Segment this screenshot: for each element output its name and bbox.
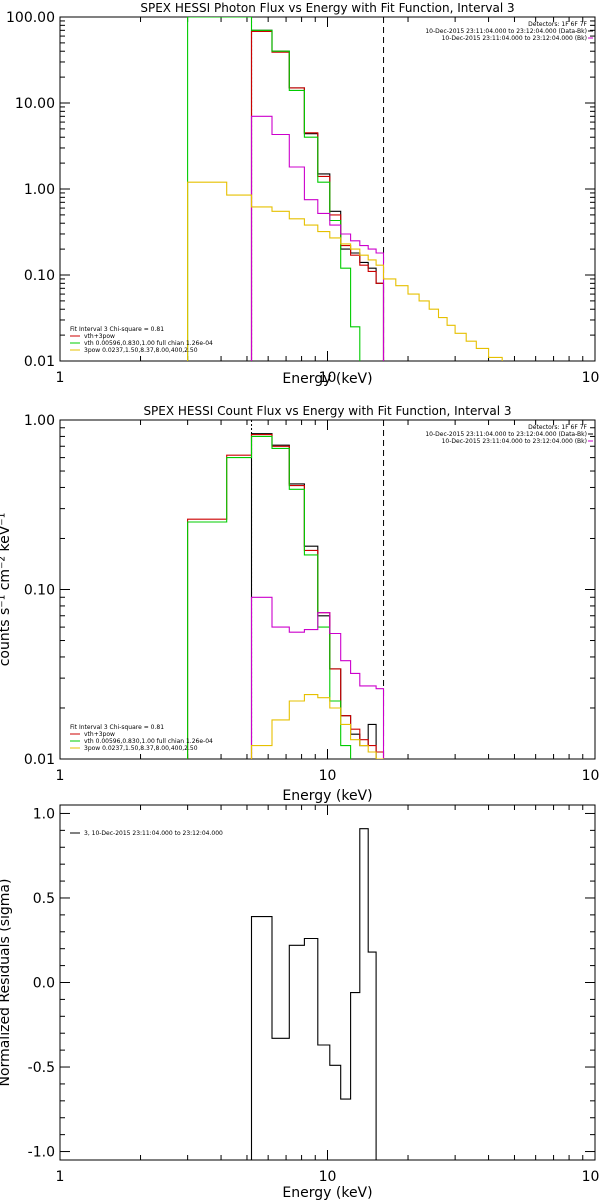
- header-text: 10-Dec-2015 23:11:04.000 to 23:12:04.000…: [425, 28, 587, 35]
- series-line-2: [187, 434, 385, 759]
- series-line-3: [187, 435, 352, 759]
- plot-frame: [59, 804, 596, 1161]
- x-tick-label: 100: [582, 1169, 600, 1185]
- x-tick-label: 1: [56, 370, 65, 386]
- series-line-2: [250, 30, 385, 361]
- header-text: 10-Dec-2015 23:11:04.000 to 23:12:04.000…: [442, 35, 587, 42]
- legend-entry: Fit Interval 3 Chi-square = 0.81: [70, 326, 164, 333]
- y-axis: 0.01 0.10 1.00 counts s⁻¹ cm⁻² keV⁻¹: [0, 413, 595, 768]
- series-line-3: [187, 17, 361, 361]
- plot-frame: [59, 419, 596, 760]
- x-tick-label: 100: [582, 370, 600, 386]
- chart-title: SPEX HESSI Photon Flux vs Energy with Fi…: [140, 1, 514, 15]
- legend-entry: vth 0.00596,0.830,1.00 full chian 1.26e-…: [84, 340, 213, 347]
- y-tick-label: 10.00: [15, 96, 55, 112]
- y-tick-label: 0.0: [33, 976, 55, 992]
- chart-panel-1: SPEX HESSI Photon Flux vs Energy with Fi…: [6, 1, 600, 387]
- y-axis: 0.01 0.10 1.00 10.00 100.00: [6, 10, 595, 370]
- x-axis: 1 10 100 Energy (keV): [56, 420, 600, 804]
- y-tick-label: -0.5: [28, 1060, 55, 1076]
- x-tick-label: 10: [319, 768, 337, 784]
- chart-panel-3: 1 10 100 Energy (keV) -1.0 -0.5 0.0 0.5 1.0 Norma…: [0, 804, 600, 1200]
- y-tick-label: 1.0: [33, 806, 55, 822]
- legend-entry: 3pow 0.0237,1.50,8.37,8.00,400,2.50: [84, 745, 198, 752]
- x-axis-title: Energy (keV): [282, 788, 372, 804]
- chart-title: SPEX HESSI Count Flux vs Energy with Fit…: [143, 404, 511, 418]
- header-text: Detectors: 1F 6F 7F: [528, 21, 587, 28]
- legend-entry: 3, 10-Dec-2015 23:11:04.000 to 23:12:04.…: [84, 830, 223, 837]
- y-tick-label: 0.10: [24, 268, 55, 284]
- series-line-5: [250, 694, 385, 759]
- y-axis-title: counts s⁻¹ cm⁻² keV⁻¹: [0, 513, 13, 667]
- y-tick-label: 0.5: [33, 891, 55, 907]
- legend-entry: vth+3pow: [84, 333, 115, 340]
- series-line-1: [250, 29, 385, 361]
- x-tick-label: 10: [319, 370, 337, 386]
- header-text: 10-Dec-2015 23:11:04.000 to 23:12:04.000…: [425, 431, 587, 438]
- series-line-4: [250, 596, 385, 759]
- series-line-5: [187, 181, 503, 361]
- series-group: [187, 433, 385, 759]
- y-tick-label: 0.10: [24, 583, 55, 599]
- x-tick-label: 1: [56, 768, 65, 784]
- y-tick-label: 100.00: [6, 10, 55, 26]
- legend-entry: Fit Interval 3 Chi-square = 0.81: [70, 724, 164, 731]
- x-axis: 1 10 100 Energy (keV): [56, 17, 600, 387]
- y-tick-label: 0.01: [24, 752, 55, 768]
- y-tick-label: 1.00: [24, 413, 55, 429]
- chart-panel-2: SPEX HESSI Count Flux vs Energy with Fit…: [0, 404, 600, 804]
- y-axis-title: Normalized Residuals (sigma): [0, 879, 13, 1087]
- series-line-4: [250, 115, 385, 361]
- legend-entry: 3pow 0.0237,1.50,8.37,8.00,400,2.50: [84, 347, 198, 354]
- x-tick-label: 100: [582, 768, 600, 784]
- legend-entry: vth 0.00596,0.830,1.00 full chian 1.26e-…: [84, 738, 213, 745]
- x-tick-label: 1: [56, 1169, 65, 1185]
- series-group: [187, 17, 503, 361]
- series-line-1: [250, 828, 384, 1160]
- y-tick-label: 0.01: [24, 354, 55, 370]
- y-tick-label: 1.00: [24, 182, 55, 198]
- header-text: Detectors: 1F 6F 7F: [528, 424, 587, 431]
- y-tick-label: -1.0: [28, 1145, 55, 1161]
- plot-frame: [59, 16, 596, 362]
- x-tick-label: 10: [319, 1169, 337, 1185]
- legend-entry: vth+3pow: [84, 731, 115, 738]
- series-group: [250, 828, 384, 1160]
- header-text: 10-Dec-2015 23:11:04.000 to 23:12:04.000…: [442, 438, 587, 445]
- x-axis: 1 10 100 Energy (keV): [56, 805, 600, 1200]
- y-axis: -1.0 -0.5 0.0 0.5 1.0 Normalized Residuals (s…: [0, 806, 595, 1161]
- x-axis-title: Energy (keV): [282, 371, 372, 387]
- x-axis-title: Energy (keV): [282, 1185, 372, 1200]
